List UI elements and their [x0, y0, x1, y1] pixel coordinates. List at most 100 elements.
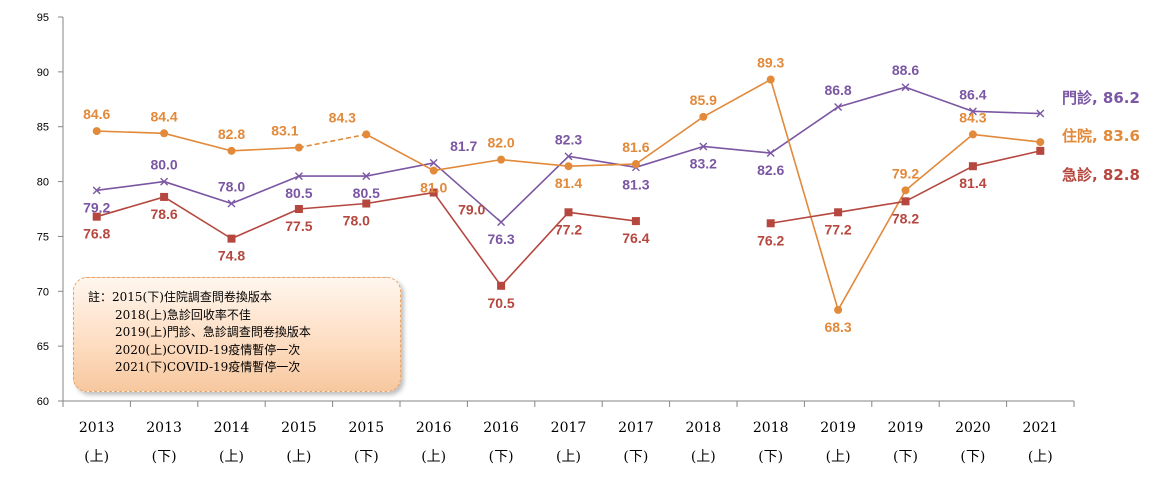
- data-label-急診: 77.2: [555, 221, 582, 237]
- line-segment-急診: [500, 211, 570, 287]
- note-line-2: 2018(上)急診回收率不佳: [115, 307, 251, 322]
- data-label-住院: 82.8: [218, 126, 245, 142]
- x-tick-label-year: 2016: [416, 420, 452, 436]
- data-label-住院: 83.1: [271, 123, 298, 139]
- line-segment-門診: [837, 86, 906, 108]
- data-label-急診: 79.0: [458, 202, 485, 218]
- data-label-住院: 85.9: [690, 92, 717, 108]
- point-門診: [92, 186, 101, 195]
- point-住院: [429, 166, 438, 175]
- point-住院: [227, 146, 236, 155]
- line-segment-急診: [366, 191, 434, 205]
- data-label-門診: 82.6: [757, 162, 784, 178]
- x-tick-label-year: 2015: [281, 420, 317, 436]
- line-segment-住院: [365, 133, 435, 172]
- line-segment-急診: [972, 150, 1041, 167]
- x-tick-label-half: (下): [152, 449, 177, 465]
- data-label-門診: 80.5: [285, 185, 312, 201]
- line-segment-門診: [568, 155, 637, 169]
- data-label-門診: 76.3: [487, 231, 514, 247]
- point-急診: [294, 205, 303, 213]
- x-tick-label-year: 2013: [79, 420, 115, 436]
- y-tick-label: 95: [37, 12, 49, 24]
- point-急診: [631, 217, 640, 226]
- x-tick-label-half: (上): [691, 449, 716, 465]
- x-tick-label-half: (下): [960, 449, 985, 465]
- y-tick-label: 90: [37, 67, 49, 79]
- y-tick-label: 60: [37, 396, 49, 408]
- line-segment-門診: [770, 106, 839, 154]
- point-住院: [631, 160, 640, 169]
- line-segment-門診: [96, 180, 165, 192]
- line-segment-急診: [770, 211, 839, 225]
- point-急診: [1036, 146, 1045, 155]
- x-tick-label-year: 2018: [753, 420, 789, 436]
- point-住院: [362, 130, 371, 139]
- point-門診: [699, 142, 708, 151]
- x-tick-label-year: 2019: [888, 420, 924, 436]
- point-門診: [429, 158, 438, 167]
- line-segment-急診: [433, 192, 502, 287]
- data-label-門診: 79.2: [83, 199, 110, 215]
- data-label-門診: 80.5: [353, 185, 380, 201]
- line-segment-急診: [163, 196, 232, 240]
- point-門診: [227, 199, 236, 208]
- line-segment-住院: [163, 132, 232, 152]
- point-門診: [294, 172, 303, 181]
- x-tick-label-half: (上): [556, 449, 581, 465]
- data-label-門診: 82.3: [555, 131, 582, 147]
- y-tick-label: 75: [37, 231, 49, 243]
- line-segment-急診: [568, 211, 637, 222]
- line-segment-門診: [703, 145, 771, 154]
- point-急診: [92, 212, 101, 221]
- point-急診: [227, 234, 236, 243]
- point-門診: [362, 172, 371, 181]
- data-label-住院: 79.2: [892, 165, 919, 181]
- point-急診: [968, 162, 977, 171]
- series-lines: [96, 78, 1041, 311]
- point-門診: [564, 152, 573, 161]
- data-label-門診: 80.0: [150, 157, 177, 173]
- point-住院: [699, 112, 708, 121]
- point-急診: [901, 197, 910, 206]
- x-tick-label-year: 2019: [820, 420, 856, 436]
- data-label-門診: 88.6: [892, 62, 919, 78]
- x-tick-label-half: (上): [219, 449, 244, 465]
- line-segment-住院: [972, 133, 1041, 143]
- series-end-labels: 門診, 86.2 住院, 83.6 急診, 82.8: [1062, 89, 1140, 184]
- point-住院: [294, 143, 303, 152]
- note-line-1: 註：2015(下)住院調查問卷換版本: [88, 290, 272, 304]
- line-segment-住院: [904, 133, 974, 191]
- line-segment-住院: [298, 133, 367, 149]
- data-label-門診: 83.2: [690, 155, 717, 171]
- line-segment-門診: [905, 86, 974, 113]
- data-label-住院: 84.6: [83, 106, 110, 122]
- data-label-急診: 78.2: [892, 210, 919, 226]
- line-segment-門診: [231, 175, 300, 205]
- line-segment-門診: [163, 180, 232, 205]
- data-label-住院: 81.0: [420, 180, 447, 196]
- line-segment-住院: [231, 146, 299, 152]
- x-tick-label-year: 2018: [685, 420, 721, 436]
- x-tick-label-year: 2017: [551, 420, 587, 436]
- line-segment-住院: [568, 163, 636, 168]
- line-segment-住院: [837, 189, 907, 311]
- line-segment-急診: [837, 200, 906, 214]
- point-急診: [564, 208, 573, 217]
- data-label-住院: 68.3: [824, 319, 851, 335]
- line-segment-門診: [433, 162, 502, 223]
- note-line-4: 2020(上)COVID-19疫情暫停一次: [115, 342, 301, 357]
- line-segment-門診: [972, 110, 1041, 115]
- data-label-急診: 76.2: [757, 232, 784, 248]
- data-label-門診: 86.4: [959, 86, 986, 102]
- point-急診: [497, 281, 506, 290]
- data-label-門診: 86.8: [824, 82, 851, 98]
- line-segment-門診: [500, 155, 570, 223]
- data-label-住院: 84.3: [329, 109, 356, 125]
- note-line-5: 2021(下)COVID-19疫情暫停一次: [115, 360, 301, 374]
- x-tick-label-half: (上): [826, 449, 851, 465]
- data-label-門診: 78.0: [218, 179, 245, 195]
- data-label-急診: 74.8: [218, 248, 245, 264]
- line-segment-住院: [96, 130, 165, 135]
- end-label-急診: 急診, 82.8: [1062, 166, 1140, 184]
